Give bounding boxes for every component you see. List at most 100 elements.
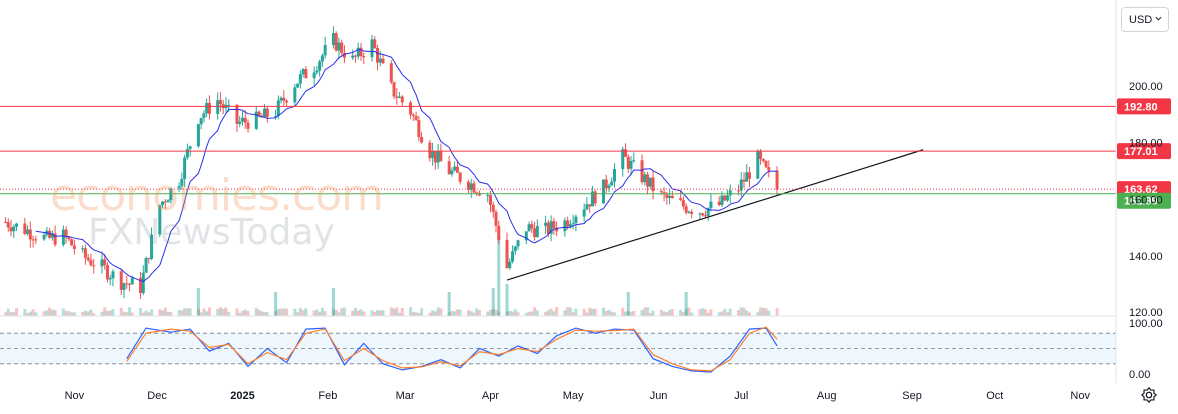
candle-body (535, 225, 539, 238)
volume-spike (274, 292, 278, 316)
candle-body (505, 239, 509, 269)
candle (684, 203, 688, 215)
candle-body (199, 118, 203, 125)
candle (89, 253, 93, 267)
candle (527, 221, 531, 232)
candle (455, 160, 459, 173)
candle (648, 177, 652, 190)
candle (334, 31, 338, 52)
candle (508, 258, 512, 270)
candlestick-series (4, 26, 779, 299)
time-tick-label: Feb (318, 390, 337, 402)
candle-body (659, 191, 663, 193)
candle-body (632, 160, 636, 162)
candle-body (331, 33, 335, 46)
candle (240, 111, 244, 126)
candle (238, 115, 242, 128)
candle (436, 144, 440, 169)
volume-bar (431, 310, 435, 316)
candle-body (566, 220, 570, 227)
candle (205, 98, 209, 117)
candle-body (240, 117, 244, 122)
price-axis: 140.00 160.00 180.00 200.00 120.00 (1129, 81, 1163, 319)
candle (632, 152, 636, 163)
volume-bar (166, 311, 170, 316)
candle (552, 217, 556, 236)
volume-bar (169, 311, 173, 316)
gear-icon[interactable] (1140, 386, 1158, 404)
candle-body (428, 142, 432, 159)
volume-bar (240, 310, 244, 316)
volume-bar (128, 307, 132, 316)
volume-bar (285, 308, 289, 316)
currency-selector[interactable]: USD (1121, 7, 1169, 32)
volume-bar (475, 308, 479, 316)
candle (83, 244, 87, 265)
candle-body (447, 161, 451, 175)
volume-bar (400, 308, 404, 316)
candle (298, 70, 302, 89)
candle-body (70, 239, 74, 246)
candle (42, 232, 46, 241)
candle-body (12, 226, 16, 232)
candle-body (477, 193, 481, 196)
candle (544, 215, 548, 234)
candle (767, 160, 771, 178)
volume-bar (745, 310, 749, 316)
volume-bar (185, 308, 189, 316)
candle (34, 235, 38, 245)
candle (742, 172, 746, 188)
candle (681, 196, 685, 210)
candle (105, 262, 109, 283)
volume-bar (709, 309, 713, 316)
volume-spike (491, 288, 495, 316)
candle-body (370, 39, 374, 58)
candle (516, 239, 520, 250)
candle-body (103, 259, 107, 266)
candle-body (395, 96, 399, 98)
candle (651, 170, 655, 200)
candle-body (163, 201, 167, 203)
candle (161, 201, 165, 209)
candle-body (530, 224, 534, 229)
candle (505, 232, 509, 269)
volume-bar (119, 307, 123, 316)
volume-bar (263, 312, 267, 316)
candle-body (202, 113, 206, 119)
volume-bar (433, 311, 437, 316)
candle-body (725, 195, 729, 201)
candle (72, 239, 76, 255)
candle (376, 44, 380, 71)
price-tick-label: 140.00 (1129, 251, 1163, 263)
volume-bar (593, 308, 597, 316)
candle-body (601, 179, 605, 204)
volume-bar (643, 307, 647, 316)
volume-bar (265, 312, 269, 316)
volume-bar (282, 308, 286, 316)
candle (337, 37, 341, 59)
candle (723, 195, 727, 202)
candle-body (50, 233, 54, 238)
candle-body (439, 151, 443, 162)
candle-body (158, 205, 162, 235)
candle (378, 50, 382, 67)
candle (533, 221, 537, 241)
candle (128, 282, 132, 292)
candle (196, 123, 200, 148)
candle-body (604, 179, 608, 189)
candle (640, 154, 644, 185)
volume-bar (301, 309, 305, 316)
candle-body (318, 61, 322, 71)
volume-bar (706, 312, 710, 316)
candle-body (563, 220, 567, 232)
volume-bar (742, 307, 746, 316)
candle-body (381, 58, 385, 64)
candle-body (257, 111, 261, 116)
volume-bar (31, 309, 35, 316)
volume-bar (205, 311, 209, 316)
volume-bar (246, 310, 250, 316)
candle (163, 199, 167, 210)
candle-body (665, 194, 669, 198)
